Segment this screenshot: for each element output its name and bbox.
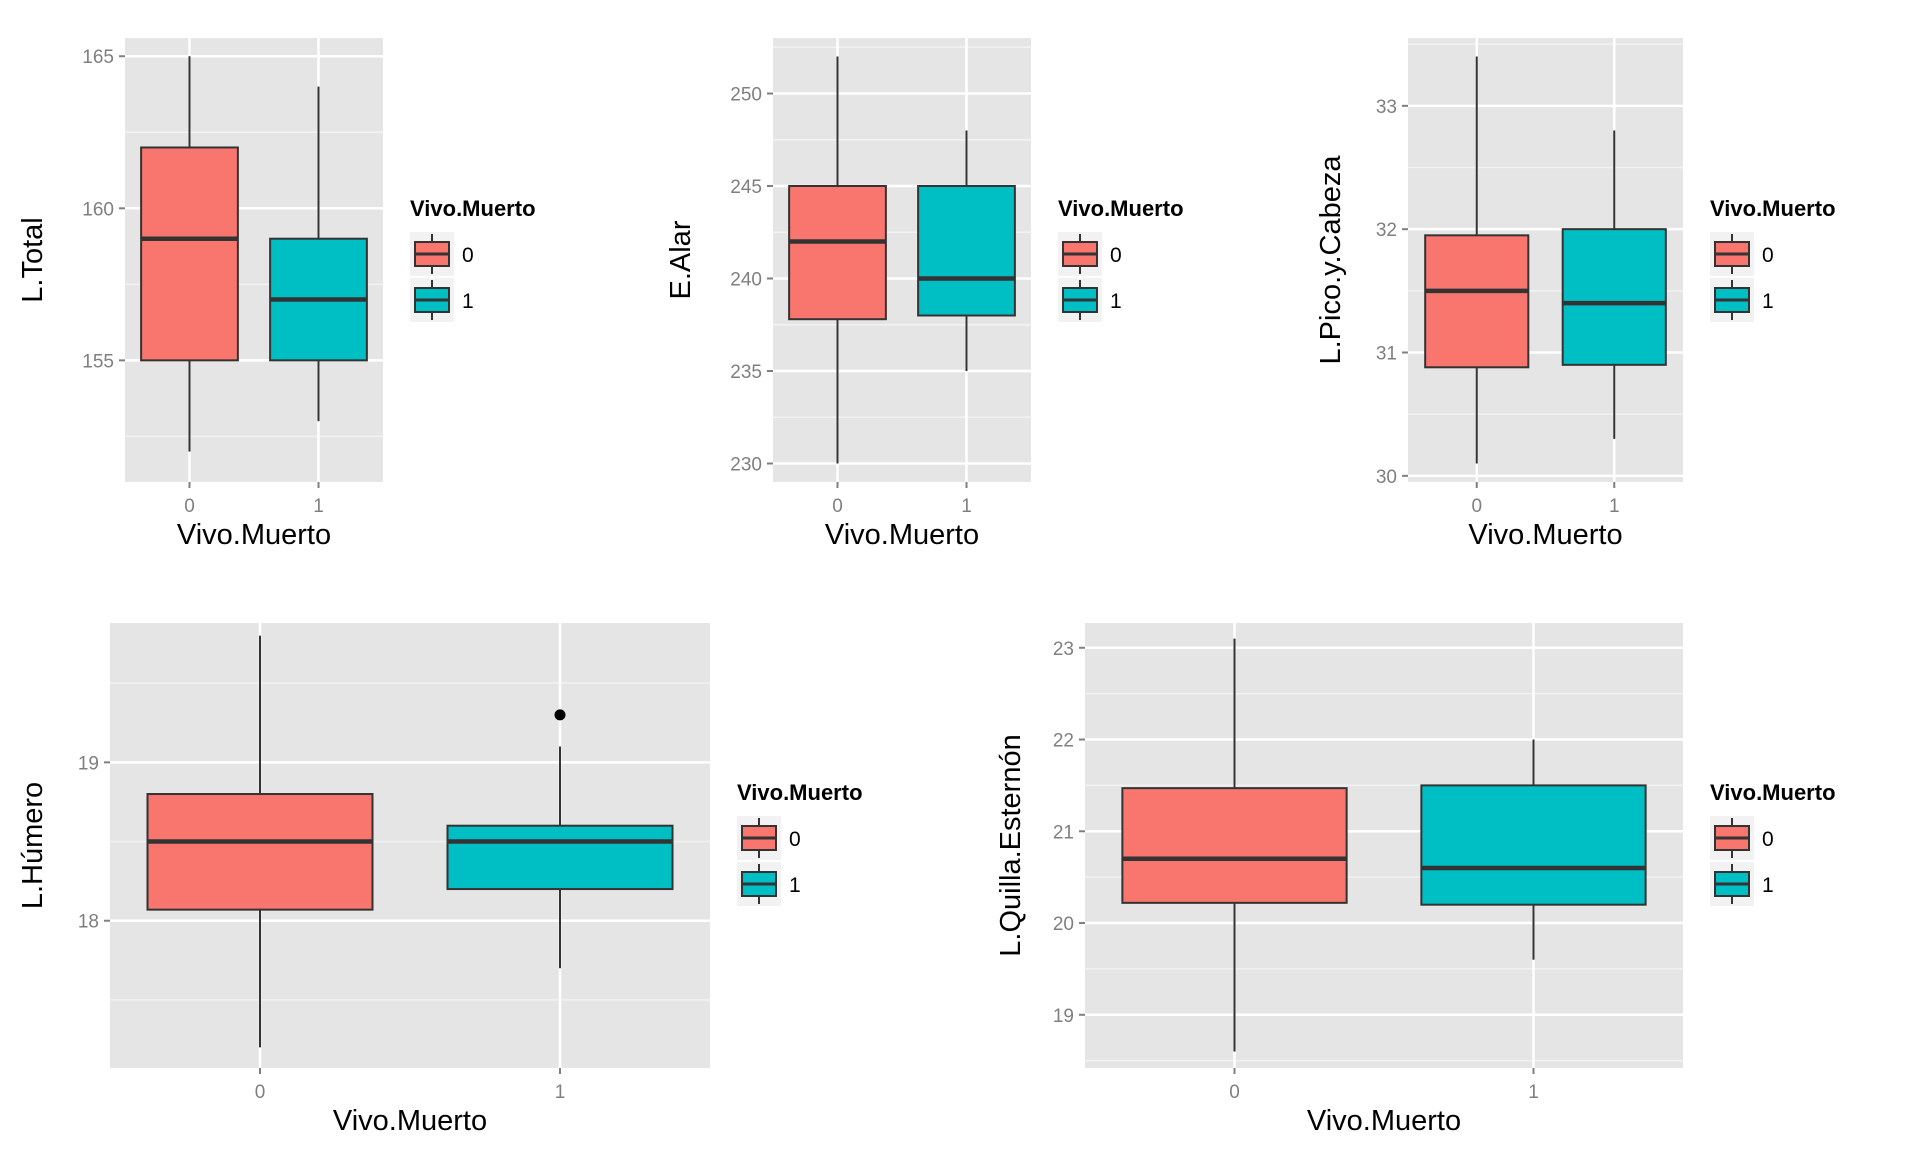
box-group-0 [1424,234,1530,369]
x-tick-label: 0 [255,1082,266,1103]
y-tick-label: 22 [1053,731,1074,752]
box-group-0 [1121,787,1348,904]
x-tick-label: 0 [1471,496,1482,517]
x-tick-label: 0 [184,496,195,517]
x-tick-label: 1 [313,496,324,517]
x-tick-label: 1 [555,1082,566,1103]
y-tick-label: 19 [1053,1006,1074,1027]
y-axis-title: E.Alar [665,220,697,299]
legend-title: Vivo.Muerto [410,196,536,221]
box-group-0 [788,185,887,321]
chart-panel-4: 19 20 21 22 23 0 1 Vivo.Muerto L.Quilla.Esternón… [995,623,1836,1137]
y-tick-label: 30 [1376,467,1397,488]
legend: Vivo.Muerto 0 1 [1710,196,1836,322]
y-axis-title: L.Total [17,217,49,302]
y-tick-label: 245 [730,177,762,198]
x-axis-title: Vivo.Muerto [1468,519,1622,551]
x-tick-label: 1 [961,496,972,517]
y-tick-label: 21 [1053,822,1074,843]
y-tick-label: 33 [1376,97,1397,118]
y-tick-label: 19 [78,753,99,774]
legend-label: 1 [462,290,474,313]
x-tick-label: 1 [1528,1082,1539,1103]
legend-label: 0 [1762,828,1774,851]
x-tick-label: 0 [832,496,843,517]
x-axis-title: Vivo.Muerto [333,1105,487,1137]
y-axis-title: L.Pico.y.Cabeza [1315,155,1347,365]
outlier-point [554,709,566,721]
y-tick-label: 23 [1053,639,1074,660]
legend-label: 0 [1762,244,1774,267]
y-tick-label: 32 [1376,220,1397,241]
box-group-1 [917,185,1016,317]
chart-panel-3: 18 19 0 1 Vivo.Muerto L.Húmero Vivo.Muerto 0 1 [17,623,863,1137]
x-tick-label: 0 [1229,1082,1240,1103]
y-tick-label: 20 [1053,914,1074,935]
legend-label: 1 [789,874,801,897]
legend-title: Vivo.Muerto [737,780,863,805]
legend-title: Vivo.Muerto [1710,196,1836,221]
box-group-1 [446,824,674,891]
legend-label: 0 [789,828,801,851]
y-tick-label: 235 [730,362,762,383]
box-group-1 [1420,784,1647,906]
legend-label: 1 [1110,290,1122,313]
y-tick-label: 240 [730,270,762,291]
box-group-0 [140,146,239,362]
legend-title: Vivo.Muerto [1710,780,1836,805]
box-group-1 [1561,228,1667,366]
y-tick-label: 155 [82,351,114,372]
y-tick-label: 31 [1376,344,1397,365]
legend-title: Vivo.Muerto [1058,196,1184,221]
legend-label: 1 [1762,874,1774,897]
x-axis-title: Vivo.Muerto [1307,1105,1461,1137]
y-axis-title: L.Quilla.Esternón [995,734,1027,956]
legend-label: 0 [1110,244,1122,267]
y-tick-label: 230 [730,455,762,476]
y-tick-label: 160 [82,199,114,220]
y-tick-label: 250 [730,85,762,106]
legend: Vivo.Muerto 0 1 [737,780,863,906]
legend-label: 1 [1762,290,1774,313]
x-tick-label: 1 [1609,496,1620,517]
x-axis-title: Vivo.Muerto [177,519,331,551]
x-axis-title: Vivo.Muerto [825,519,979,551]
y-axis-title: L.Húmero [17,782,49,909]
legend-label: 0 [462,244,474,267]
y-tick-label: 165 [82,47,114,68]
legend: Vivo.Muerto 0 1 [410,196,536,322]
legend: Vivo.Muerto 0 1 [1710,780,1836,906]
y-tick-label: 18 [78,912,99,933]
box-group-0 [146,793,374,911]
legend: Vivo.Muerto 0 1 [1058,196,1184,322]
